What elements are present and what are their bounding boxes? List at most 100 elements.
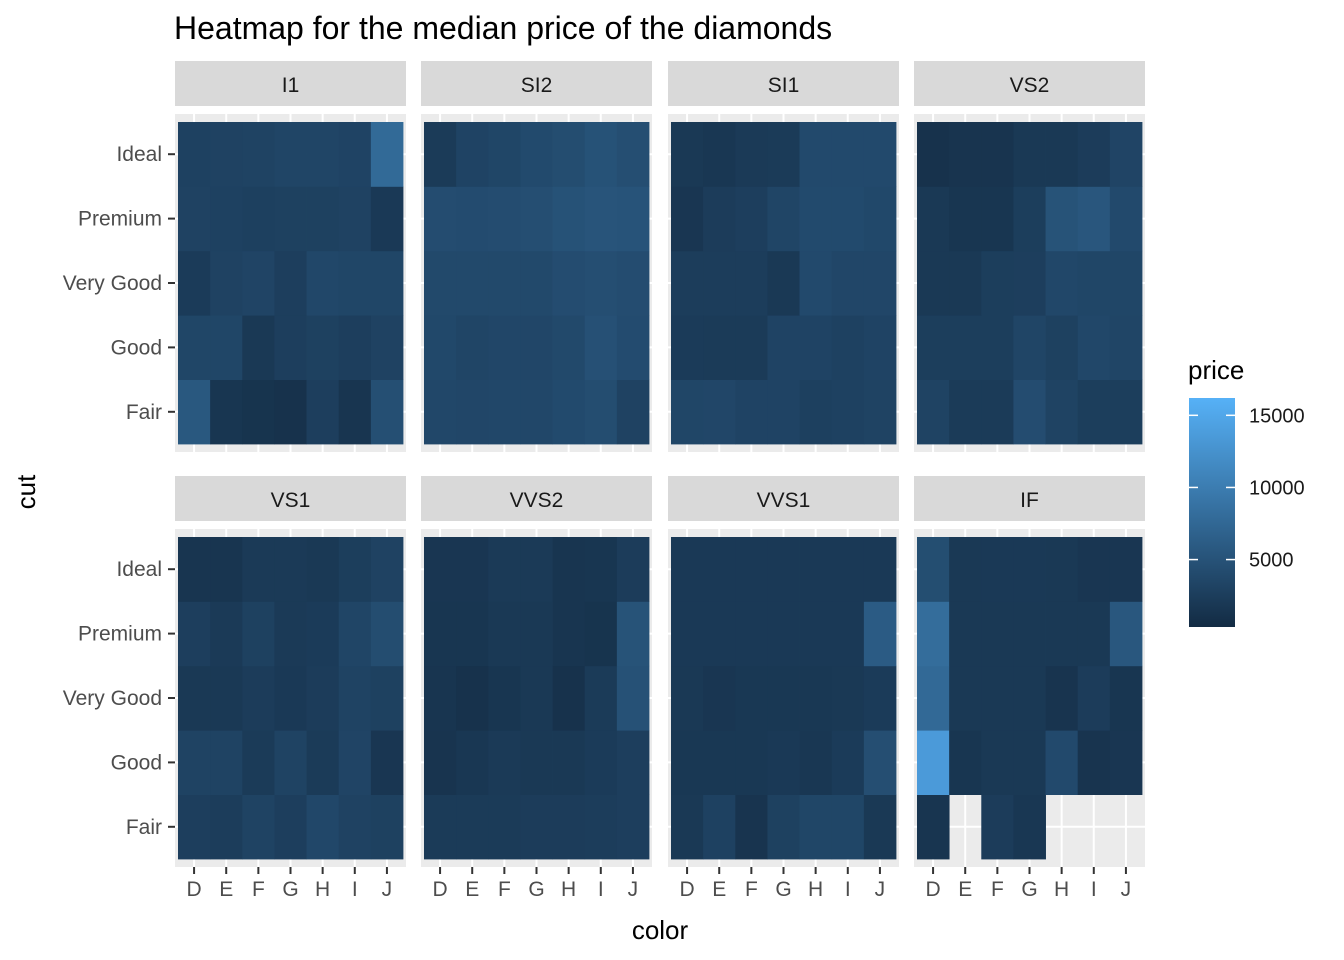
heat-cell [338,122,372,187]
heat-cell [671,379,704,445]
legend-title: price [1188,355,1244,385]
heat-cell [981,537,1014,602]
x-tick-label: E [712,878,726,901]
heat-cell [520,730,553,795]
heat-cell [456,315,489,380]
heat-cell [1013,601,1046,667]
x-tick-label: E [465,878,479,901]
heat-cell [242,186,275,252]
heat-cell [306,794,340,860]
heat-cell [488,601,521,667]
facet-strip-label: VS2 [1010,74,1050,97]
y-tick-label: Ideal [116,143,162,166]
heat-cell [274,122,307,187]
heat-cell [863,665,897,731]
heat-cell [488,315,521,380]
heat-cell [1077,250,1111,316]
heat-cell [274,537,307,602]
heat-cell [703,794,736,860]
heat-cell [424,186,457,252]
heat-cell [949,315,982,380]
heat-cell [671,794,704,860]
x-tick-label: F [991,878,1004,901]
heat-cell [981,794,1014,860]
heat-cell [1077,665,1111,731]
heat-cell [949,665,982,731]
heat-cell [520,794,553,860]
heat-cell [178,379,211,445]
heat-cell [552,122,586,187]
legend-tick-label: 5000 [1249,550,1294,572]
heat-cell [370,250,404,316]
heat-cell [949,186,982,252]
heat-cell [703,537,736,602]
heat-cell [735,730,768,795]
heat-cell [1013,537,1046,602]
facet-strip [421,476,652,521]
heat-cell [703,186,736,252]
heat-cell [584,665,618,731]
y-tick-label: Very Good [63,687,162,710]
facet-strip [668,61,899,106]
heat-cell [831,379,865,445]
x-tick-label: D [679,878,694,901]
heat-cell [616,665,650,731]
heat-cell [767,315,800,380]
heat-cell [488,794,521,860]
facet-panel-si2: SI2 [421,61,652,452]
heat-cell [338,730,372,795]
heat-cell [584,250,618,316]
x-tick-label: I [1091,878,1097,901]
heat-cell [1013,730,1046,795]
heat-cell [456,122,489,187]
heat-cell [1109,730,1143,795]
heat-cell [584,379,618,445]
heat-cell [370,315,404,380]
facet-strip-label: VVS2 [510,489,564,512]
heat-cell [1109,250,1143,316]
facet-strip-label: SI2 [521,74,553,97]
heat-cell [767,250,800,316]
heat-cell [584,537,618,602]
heat-cell [767,665,800,731]
heat-cell [1109,601,1143,667]
heat-cell [1077,379,1111,445]
heat-cell [616,794,650,860]
x-tick-label: F [252,878,265,901]
heat-cell [456,186,489,252]
facet-strip [914,61,1145,106]
heat-cell [178,730,211,795]
heat-cell [370,379,404,445]
heat-cell [424,315,457,380]
heat-cell [703,250,736,316]
heat-cell [338,665,372,731]
heat-cell [552,250,586,316]
heat-cell [863,537,897,602]
heat-cell [306,601,340,667]
x-tick-label: G [282,878,298,901]
heat-cell [274,601,307,667]
y-tick-label: Good [111,336,162,359]
heat-cell [1109,379,1143,445]
heat-cell [616,601,650,667]
x-tick-label: F [745,878,758,901]
facet-panel-vs2: VS2 [914,61,1145,452]
heat-cell [703,601,736,667]
heat-cell [616,122,650,187]
heat-cell [488,250,521,316]
heat-cell [735,122,768,187]
x-tick-label: J [875,878,886,901]
facet-panel-si1: SI1 [668,61,899,452]
heat-cell [703,122,736,187]
heat-cell [917,250,950,316]
heat-cell [831,601,865,667]
heat-cell [1109,186,1143,252]
y-axis-title: cut [11,474,41,509]
heat-cell [1045,537,1079,602]
y-tick-label: Ideal [116,558,162,581]
heat-cell [306,665,340,731]
heat-cell [242,601,275,667]
facet-strip-label: I1 [282,74,300,97]
heat-cell [488,730,521,795]
